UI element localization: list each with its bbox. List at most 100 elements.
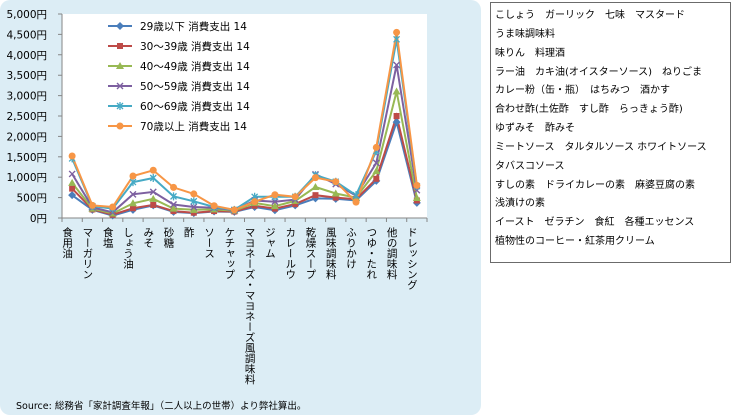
data-point: [129, 172, 137, 180]
data-point: [393, 113, 400, 119]
data-point: [352, 198, 360, 206]
x-tick-label: マヨネーズ・マヨネーズ風調味料: [244, 227, 256, 385]
data-point: [169, 204, 178, 212]
x-tick-label: 食用油: [61, 226, 73, 258]
y-tick-label: 3,000円: [6, 91, 47, 103]
y-tick-label: 1,000円: [6, 172, 47, 184]
legend-label: 60～69歳 消費支出 14: [140, 100, 250, 113]
x-tick-label: 乾燥スープ: [304, 226, 316, 279]
x-tick-label: 酢: [183, 226, 195, 238]
data-point: [129, 205, 136, 212]
list-item: 浅漬けの素: [495, 198, 545, 210]
data-point: [149, 174, 157, 183]
data-point: [149, 188, 157, 196]
data-point: [372, 143, 380, 151]
data-point: [68, 178, 77, 186]
data-point: [271, 191, 279, 199]
list-item: ラー油 カキ油(オイスターソース) ねりごま: [495, 66, 703, 78]
list-item: すしの素 ドライカレーの素 麻婆豆腐の素: [495, 179, 695, 191]
y-tick-label: 4,000円: [6, 50, 47, 62]
data-point: [69, 185, 76, 192]
data-point: [251, 198, 259, 206]
y-tick-label: 2,500円: [6, 111, 47, 123]
y-tick-label: 5,000円: [6, 9, 47, 21]
data-point: [311, 174, 319, 182]
data-point: [128, 199, 137, 207]
data-point: [292, 201, 299, 208]
data-point: [373, 175, 380, 182]
data-point: [393, 28, 401, 36]
data-point: [116, 62, 124, 69]
data-point: [150, 201, 157, 208]
data-point: [68, 191, 77, 200]
legend-label: 40～49歳 消費支出 14: [140, 60, 250, 73]
y-tick-label: 3,500円: [6, 70, 47, 82]
data-point: [170, 183, 178, 191]
legend-label: 70歳以上 消費支出 14: [140, 120, 247, 133]
data-point: [109, 203, 117, 211]
list-item: 合わせ酢(土佐酢 すし酢 らっきょう酢): [495, 104, 683, 116]
data-point: [190, 203, 198, 211]
list-item: タバスコソース: [495, 160, 565, 172]
data-point: [393, 61, 401, 69]
data-point: [412, 194, 421, 202]
data-point: [116, 122, 124, 130]
x-tick-label: 風味調味料: [325, 227, 337, 280]
data-point: [116, 22, 124, 30]
data-point: [68, 170, 76, 178]
seasoning-list: こしょう ガーリック 七味 マスタード うま味調味料 味りん 料理酒ラー油 カキ油(…: [490, 2, 731, 263]
data-point: [149, 166, 157, 174]
x-tick-label: マーガリン: [81, 227, 93, 280]
list-item: イースト ゼラチン 食紅 各種エッセンス: [495, 217, 695, 229]
series-line: [71, 39, 418, 211]
data-point: [332, 178, 340, 186]
list-item: こしょう ガーリック 七味 マスタード: [495, 10, 685, 21]
list-item: ミートソース タルタルソース ホワイトソース: [495, 141, 707, 153]
data-point: [392, 118, 401, 127]
x-tick-label: しょう油: [122, 227, 134, 269]
x-tick-label: ソース: [203, 227, 215, 259]
list-item: 味りん 料理酒: [495, 47, 565, 59]
list-item: カレー粉（缶・瓶） はちみつ 酒かす: [495, 85, 670, 97]
y-tick-label: 2,000円: [6, 131, 47, 143]
x-tick-label: ふりかけ: [345, 227, 357, 269]
data-point: [332, 194, 339, 201]
data-point: [331, 189, 340, 197]
x-tick-label: ケチャップ: [223, 227, 235, 280]
data-point: [413, 181, 421, 189]
data-point: [116, 102, 124, 110]
data-point: [129, 190, 137, 198]
y-tick-label: 500円: [16, 193, 47, 205]
x-tick-label: ジャム: [264, 227, 276, 259]
x-tick-label: カレールウ: [284, 227, 296, 280]
y-tick-label: 1,500円: [6, 152, 47, 164]
list-item: うま味調味料: [495, 28, 555, 40]
x-tick-label: 食塩: [102, 226, 114, 248]
data-point: [372, 159, 380, 167]
x-tick-label: 砂糖: [163, 226, 175, 249]
data-point: [68, 152, 76, 160]
data-point: [190, 190, 198, 198]
data-point: [372, 167, 381, 175]
legend-label: 50～59歳 消費支出 14: [140, 80, 250, 93]
data-point: [270, 202, 279, 210]
data-point: [230, 206, 238, 214]
data-point: [170, 192, 177, 201]
data-point: [291, 193, 299, 201]
data-point: [352, 191, 360, 200]
source-note: Source: 総務省「家計調査年報」（二人以上の世帯）より弊社算出。: [16, 401, 307, 412]
list-item: 植物性のコーヒー・紅茶用クリーム: [495, 236, 655, 248]
line-chart: 0円 500円 1,000円 1,500円 2,000円 2,500円 3,000円 3,50…: [6, 9, 428, 385]
data-point: [88, 201, 96, 209]
y-tick-label: 0円: [30, 213, 47, 225]
data-point: [117, 43, 123, 49]
x-tick-label: つゆ・たれ: [365, 227, 377, 280]
x-tick-label: 他の調味料: [386, 226, 398, 280]
data-point: [210, 202, 218, 210]
legend-label: 30～39歳 消費支出 14: [140, 40, 250, 53]
data-point: [393, 35, 401, 44]
x-tick-label: ドレッシング: [406, 227, 418, 290]
data-point: [170, 201, 178, 209]
data-point: [149, 194, 158, 202]
data-point: [311, 182, 320, 190]
